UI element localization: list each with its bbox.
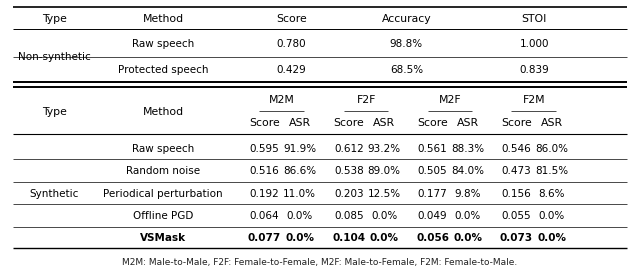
Text: ASR: ASR (289, 118, 310, 128)
Text: 86.6%: 86.6% (283, 166, 316, 176)
Text: Score: Score (333, 118, 364, 128)
Text: 0.0%: 0.0% (285, 233, 314, 243)
Text: 81.5%: 81.5% (535, 166, 568, 176)
Text: Score: Score (417, 118, 448, 128)
Text: 0.780: 0.780 (276, 39, 306, 49)
Text: 0.0%: 0.0% (453, 233, 483, 243)
Text: 0.064: 0.064 (250, 211, 279, 221)
Text: M2M: M2M (269, 95, 294, 105)
Text: 0.085: 0.085 (334, 211, 364, 221)
Text: ASR: ASR (457, 118, 479, 128)
Text: 0.0%: 0.0% (454, 211, 481, 221)
Text: 8.6%: 8.6% (538, 189, 565, 198)
Text: ASR: ASR (541, 118, 563, 128)
Text: Periodical perturbation: Periodical perturbation (104, 189, 223, 198)
Text: 0.0%: 0.0% (371, 211, 397, 221)
Text: 89.0%: 89.0% (367, 166, 401, 176)
Text: 0.049: 0.049 (418, 211, 447, 221)
Text: 12.5%: 12.5% (367, 189, 401, 198)
Text: 86.0%: 86.0% (535, 144, 568, 154)
Text: Raw speech: Raw speech (132, 144, 195, 154)
Text: 93.2%: 93.2% (367, 144, 401, 154)
Text: Score: Score (501, 118, 532, 128)
Text: M2M: Male-to-Male, F2F: Female-to-Female, M2F: Male-to-Female, F2M: Female-to-Ma: M2M: Male-to-Male, F2F: Female-to-Female… (122, 258, 518, 267)
Text: 0.595: 0.595 (250, 144, 279, 154)
Text: VSMask: VSMask (140, 233, 186, 243)
Text: F2F: F2F (356, 95, 376, 105)
Text: 0.612: 0.612 (334, 144, 364, 154)
Text: 0.192: 0.192 (250, 189, 279, 198)
Text: 0.429: 0.429 (276, 65, 306, 75)
Text: 88.3%: 88.3% (451, 144, 484, 154)
Text: 0.055: 0.055 (502, 211, 531, 221)
Text: Protected speech: Protected speech (118, 65, 209, 75)
Text: Random noise: Random noise (126, 166, 200, 176)
Text: 0.473: 0.473 (502, 166, 531, 176)
Text: Raw speech: Raw speech (132, 39, 195, 49)
Text: F2M: F2M (522, 95, 545, 105)
Text: 98.8%: 98.8% (390, 39, 423, 49)
Text: Type: Type (42, 106, 67, 117)
Text: 0.156: 0.156 (502, 189, 531, 198)
Text: Method: Method (143, 14, 184, 24)
Text: Synthetic: Synthetic (29, 189, 79, 198)
Text: 0.073: 0.073 (500, 233, 533, 243)
Text: 0.516: 0.516 (250, 166, 279, 176)
Text: Non-synthetic: Non-synthetic (18, 52, 91, 62)
Text: 0.0%: 0.0% (537, 233, 566, 243)
Text: Score: Score (276, 14, 307, 24)
Text: ASR: ASR (373, 118, 395, 128)
Text: 91.9%: 91.9% (283, 144, 316, 154)
Text: Method: Method (143, 106, 184, 117)
Text: 0.546: 0.546 (502, 144, 531, 154)
Text: Score: Score (249, 118, 280, 128)
Text: STOI: STOI (522, 14, 547, 24)
Text: 0.0%: 0.0% (286, 211, 313, 221)
Text: 0.203: 0.203 (334, 189, 364, 198)
Text: 0.839: 0.839 (520, 65, 549, 75)
Text: 68.5%: 68.5% (390, 65, 423, 75)
Text: 0.077: 0.077 (248, 233, 281, 243)
Text: Type: Type (42, 14, 67, 24)
Text: 0.505: 0.505 (418, 166, 447, 176)
Text: Accuracy: Accuracy (381, 14, 431, 24)
Text: 0.056: 0.056 (416, 233, 449, 243)
Text: 0.561: 0.561 (418, 144, 447, 154)
Text: 1.000: 1.000 (520, 39, 549, 49)
Text: 0.0%: 0.0% (538, 211, 565, 221)
Text: 0.0%: 0.0% (369, 233, 399, 243)
Text: 84.0%: 84.0% (451, 166, 484, 176)
Text: 0.177: 0.177 (418, 189, 447, 198)
Text: 11.0%: 11.0% (283, 189, 316, 198)
Text: 0.104: 0.104 (332, 233, 365, 243)
Text: 0.538: 0.538 (334, 166, 364, 176)
Text: 9.8%: 9.8% (454, 189, 481, 198)
Text: M2F: M2F (438, 95, 461, 105)
Text: Offline PGD: Offline PGD (133, 211, 193, 221)
